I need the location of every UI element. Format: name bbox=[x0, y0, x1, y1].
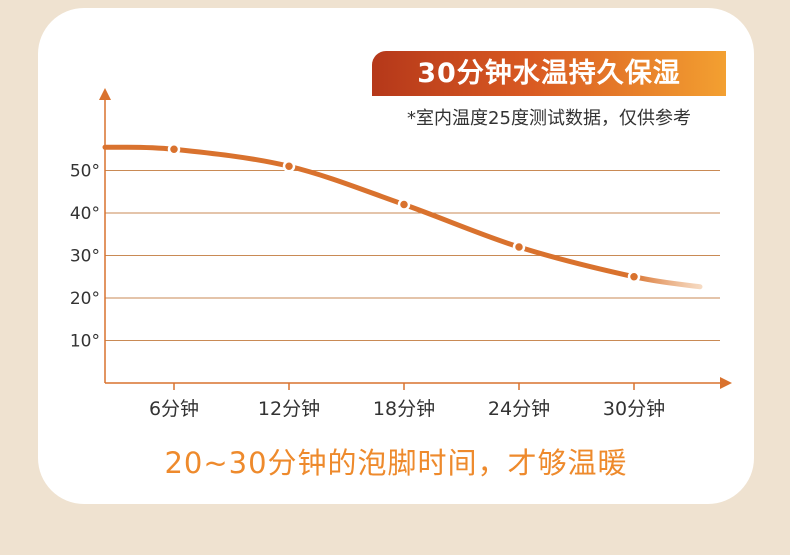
x-tick-label: 18分钟 bbox=[373, 398, 435, 420]
data-point bbox=[397, 198, 411, 211]
data-point bbox=[512, 240, 526, 254]
x-tick-label: 6分钟 bbox=[149, 398, 199, 420]
x-tick-label: 12分钟 bbox=[258, 398, 320, 420]
bottom-caption: 20~30分钟的泡脚时间，才够温暖 bbox=[164, 446, 628, 480]
y-tick-label: 30° bbox=[70, 247, 100, 267]
data-points bbox=[167, 143, 641, 283]
series-line-temperature bbox=[102, 144, 703, 290]
data-point bbox=[167, 143, 181, 156]
y-tick-label: 10° bbox=[70, 332, 100, 352]
x-tick-label: 30分钟 bbox=[603, 398, 665, 420]
test-footnote: *室内温度25度测试数据，仅供参考 bbox=[407, 108, 691, 129]
data-point bbox=[627, 270, 641, 283]
x-tick-label: 24分钟 bbox=[488, 398, 550, 420]
y-tick-label: 40° bbox=[70, 204, 100, 224]
x-tick-labels: 6分钟 12分钟 18分钟 24分钟 30分钟 bbox=[149, 383, 665, 420]
grid-lines bbox=[105, 170, 720, 341]
data-point bbox=[282, 160, 296, 173]
chart-title-banner: 30分钟水温持久保湿 bbox=[372, 51, 726, 96]
y-tick-labels: 10° 20° 30° 40° 50° bbox=[70, 162, 100, 352]
y-tick-label: 20° bbox=[70, 289, 100, 309]
y-tick-label: 50° bbox=[70, 162, 100, 182]
